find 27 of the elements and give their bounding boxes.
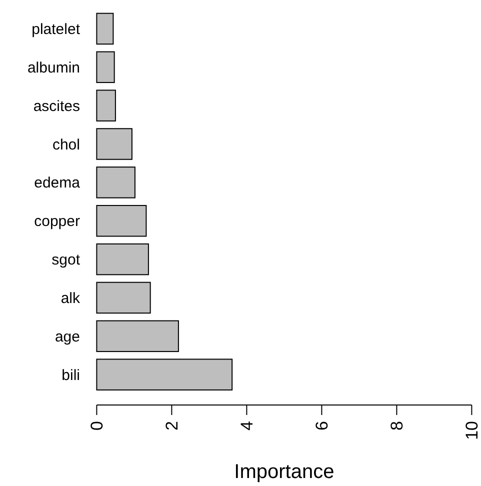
x-tick-label: 8	[388, 421, 407, 430]
x-tick-label: 2	[162, 421, 182, 430]
bar	[96, 204, 147, 237]
x-tick-label: 4	[238, 421, 257, 430]
y-tick-label: copper	[34, 213, 80, 230]
y-tick-label: age	[54, 328, 80, 346]
y-tick-label: bili	[62, 366, 80, 384]
y-tick-label: chol	[52, 136, 80, 154]
bar	[96, 358, 233, 390]
bar	[96, 12, 114, 45]
bar	[96, 320, 179, 352]
bar	[96, 90, 116, 122]
x-axis-title: Importance	[234, 461, 334, 483]
x-tick-label: 0	[88, 421, 107, 430]
y-tick-label: alk	[60, 290, 80, 307]
x-tick-label: 6	[312, 421, 332, 430]
bar	[96, 282, 151, 314]
bar	[96, 128, 132, 160]
y-tick-label: sgot	[52, 252, 81, 269]
y-tick-label: platelet	[32, 20, 81, 38]
bar	[96, 166, 136, 198]
y-tick-label: albumin	[27, 59, 80, 76]
y-tick-label: edema	[34, 174, 81, 192]
bar	[96, 243, 149, 276]
y-tick-label: ascites	[33, 98, 80, 115]
x-tick-label: 10	[462, 421, 481, 440]
bar	[96, 51, 115, 84]
